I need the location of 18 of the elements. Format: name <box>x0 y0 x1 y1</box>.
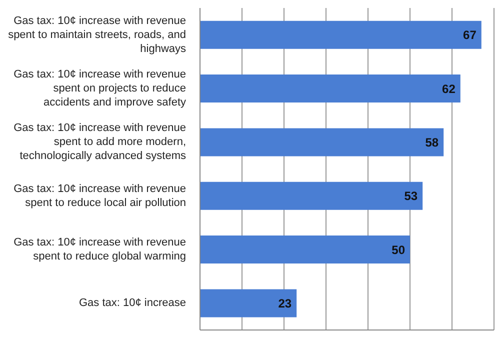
bar <box>200 236 410 264</box>
bar <box>200 182 423 210</box>
bar <box>200 74 460 103</box>
data-label: 50 <box>392 242 406 257</box>
y-tick-label: Gas tax: 10¢ increase <box>78 297 186 310</box>
data-label: 53 <box>404 189 418 204</box>
bar <box>200 20 482 49</box>
bar <box>200 289 297 318</box>
y-tick-label: Gas tax: 10¢ increase with revenue spent to reduce global warming <box>14 236 186 262</box>
y-tick-label: Gas tax: 10¢ increase with revenue spent to add more modern, technologically advanced systems <box>14 122 186 162</box>
data-label: 62 <box>442 82 456 96</box>
y-tick-label: Gas tax: 10¢ increase with revenue spent to maintain streets, roads, and highways <box>8 14 186 55</box>
data-label: 67 <box>463 28 477 42</box>
data-label: 23 <box>278 296 292 310</box>
y-tick-label: Gas tax: 10¢ increase with revenue spent to reduce local air pollution <box>14 182 186 209</box>
y-tick-label: Gas tax: 10¢ increase with revenue spent on projects to reduce accidents and improve safety <box>14 68 186 108</box>
data-label: 58 <box>425 135 439 150</box>
bar <box>200 128 444 156</box>
